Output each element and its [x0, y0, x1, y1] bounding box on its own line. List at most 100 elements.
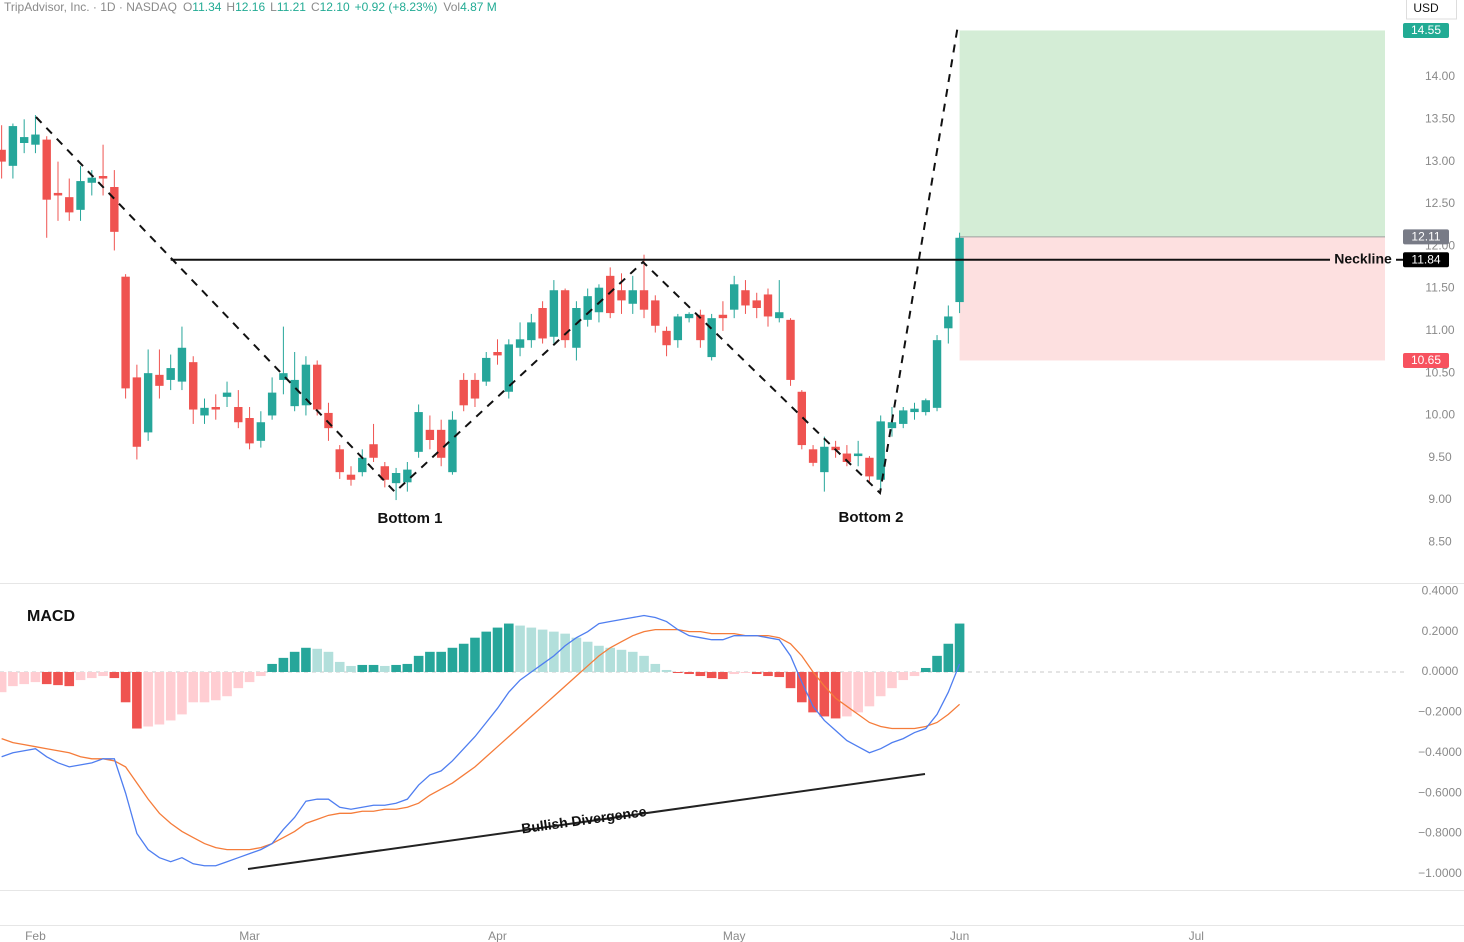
histogram-bar [199, 672, 210, 703]
candle-body [820, 446, 829, 473]
histogram-bar [853, 672, 863, 713]
y-tick-label: 13.00 [1425, 154, 1455, 168]
candle-body [741, 290, 750, 306]
candle-body [628, 290, 637, 304]
candle-body [380, 466, 390, 480]
candle-body [110, 187, 119, 232]
candle-body [222, 392, 232, 397]
candle-body [324, 412, 333, 429]
histogram-bar [267, 663, 277, 673]
candle-body [662, 330, 671, 346]
histogram-bar [244, 672, 255, 683]
histogram-bar [751, 672, 762, 675]
histogram-bar [627, 651, 638, 673]
histogram-bar [943, 643, 954, 673]
candle-body [155, 374, 164, 386]
candle-body [493, 352, 502, 356]
currency-box [1406, 0, 1457, 20]
legend-value: 12.16 [235, 0, 265, 14]
annotation: Bottom 2 [839, 509, 904, 526]
y-tick-label: 14.00 [1425, 69, 1455, 83]
histogram-bar [334, 661, 345, 673]
histogram-bar [695, 672, 706, 677]
histogram-bar [909, 672, 920, 677]
legend-label: C [311, 0, 320, 14]
y-tick-label: 12.50 [1425, 196, 1455, 210]
label-layer: TripAdvisor, Inc. · 1D · NASDAQ O11.34 H12… [4, 0, 1462, 942]
candle-body [76, 181, 85, 210]
histogram-bar [165, 672, 176, 721]
y-tick-label: −0.2000 [1418, 705, 1462, 719]
candle-body [403, 469, 412, 483]
y-tick-label: 0.0000 [1422, 664, 1459, 678]
histogram-bar [357, 664, 368, 673]
histogram-bar [132, 672, 142, 729]
candle-body [887, 422, 897, 429]
y-tick-label: 0.2000 [1422, 624, 1459, 638]
candle-body [617, 290, 626, 301]
candle-body [189, 362, 198, 410]
histogram-bar [808, 672, 818, 713]
histogram-bar [425, 651, 435, 673]
candle-body [53, 192, 63, 196]
histogram-bar [346, 665, 356, 673]
candle-body [470, 379, 480, 399]
candle-body [944, 316, 953, 329]
candle-body [842, 453, 852, 462]
candle-body [527, 322, 536, 341]
entry-box [1403, 229, 1449, 245]
candle-body [245, 418, 254, 444]
histogram-bar [19, 672, 29, 685]
y-tick-label: −0.6000 [1418, 785, 1462, 799]
histogram-bar [785, 672, 796, 689]
histogram-bar [706, 672, 717, 679]
histogram-bar [222, 672, 232, 697]
candle-body [515, 339, 525, 348]
x-tick-label: May [723, 929, 746, 942]
histogram-bar [673, 672, 683, 674]
legend-label: Vol [443, 0, 460, 14]
y-tick-label: 11.00 [1425, 323, 1454, 337]
histogram-bar [932, 655, 942, 673]
candle-body [200, 407, 209, 416]
candle-body [346, 474, 356, 480]
histogram-bar [582, 641, 593, 673]
candle-body [583, 296, 592, 320]
x-tick-label: Mar [239, 929, 260, 942]
candle-body [312, 364, 322, 410]
stop-label: 10.65 [1411, 353, 1441, 367]
y-tick-label: 8.50 [1428, 535, 1452, 549]
y-tick-label: 11.50 [1425, 281, 1454, 295]
candle-body [98, 176, 108, 179]
histogram-bar [8, 672, 18, 687]
candle-body [673, 316, 683, 341]
histogram-bar [312, 648, 322, 673]
candle-body [482, 357, 491, 382]
neckline-label: Neckline [1334, 250, 1392, 266]
histogram-bar [436, 651, 446, 673]
x-tick-label: Feb [25, 929, 46, 942]
candle-body [279, 373, 288, 380]
marks-layer [0, 115, 965, 867]
candle-body [797, 391, 807, 446]
candle-body [651, 300, 660, 326]
candle-body [639, 290, 649, 310]
candle-body [234, 407, 243, 423]
candle-body [707, 318, 716, 358]
histogram-bar [898, 672, 909, 681]
histogram-bar [797, 672, 807, 703]
candle-body [752, 300, 761, 308]
histogram-bar [954, 623, 965, 673]
legend-value: 11.34 [192, 0, 221, 14]
y-tick-label: −0.8000 [1418, 826, 1462, 840]
y-tick-label: −0.4000 [1418, 745, 1462, 759]
histogram-bar [887, 672, 897, 689]
histogram-bar [842, 672, 852, 717]
candle-body [369, 444, 378, 458]
histogram-bar [616, 649, 627, 673]
histogram-bar [278, 657, 289, 673]
candle-body [899, 410, 908, 424]
candle-body [42, 139, 51, 200]
neckline-price-label: 11.84 [1411, 252, 1440, 266]
histogram-bar [143, 672, 153, 727]
